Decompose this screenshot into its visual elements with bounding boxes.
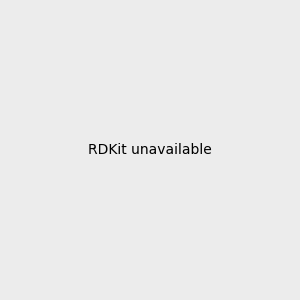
Text: RDKit unavailable: RDKit unavailable [88, 143, 212, 157]
